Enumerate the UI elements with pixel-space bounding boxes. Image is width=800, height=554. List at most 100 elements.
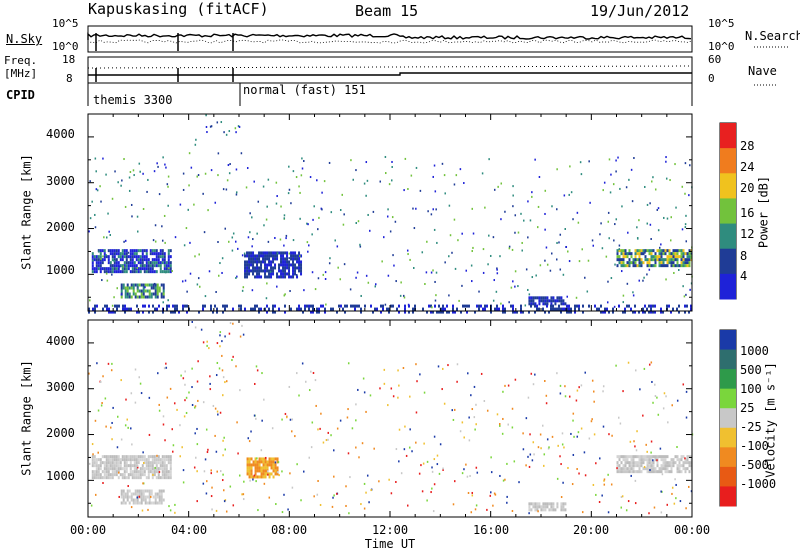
range-gate-cell xyxy=(126,283,129,287)
scatter-point xyxy=(165,166,167,169)
range-gate-cell xyxy=(292,254,295,258)
range-gate-cell xyxy=(107,267,110,271)
scatter-point xyxy=(660,490,662,493)
scatter-point xyxy=(321,208,323,211)
range-gate-cell xyxy=(244,269,247,273)
scatter-point xyxy=(556,477,559,480)
range-gate-cell xyxy=(256,475,259,479)
scatter-point xyxy=(219,345,221,348)
range-gate-cell xyxy=(532,505,535,509)
velocity-colorbar-cell xyxy=(720,330,736,351)
range-gate-cell xyxy=(278,251,281,255)
vel-cbar-tick-m1000: -1000 xyxy=(740,477,777,491)
range-gate-cell xyxy=(129,473,132,477)
scatter-point xyxy=(457,239,459,242)
scatter-point xyxy=(593,400,595,403)
range-gate-cell xyxy=(298,260,301,264)
scatter-point xyxy=(397,396,399,399)
scatter-point xyxy=(217,152,220,155)
range-gate-cell xyxy=(298,269,301,273)
range-gate-cell xyxy=(105,267,108,271)
scatter-point xyxy=(634,502,637,505)
range-gate-cell xyxy=(624,455,627,459)
range-gate-cell xyxy=(678,310,680,314)
power-cbar-label: Power [dB] xyxy=(756,175,771,249)
range-gate-cell xyxy=(97,261,100,265)
scatter-point xyxy=(120,293,123,296)
nave-trace xyxy=(87,65,693,69)
scatter-point xyxy=(193,466,196,469)
scatter-point xyxy=(577,221,580,224)
range-gate-cell xyxy=(145,252,148,256)
scatter-point xyxy=(89,217,92,220)
range-gate-cell xyxy=(640,264,643,268)
range-gate-cell xyxy=(268,472,271,476)
scatter-point xyxy=(502,417,504,420)
range-gate-cell xyxy=(140,492,143,496)
scatter-point xyxy=(281,418,283,421)
scatter-point xyxy=(461,284,463,287)
scatter-point xyxy=(365,161,368,164)
range-gate-cell xyxy=(139,267,142,271)
scatter-point xyxy=(204,295,207,298)
range-gate-cell xyxy=(452,304,454,308)
range-gate-cell xyxy=(94,307,96,311)
range-gate-cell xyxy=(268,251,271,255)
scatter-point xyxy=(654,259,656,262)
range-gate-cell xyxy=(628,249,631,253)
scatter-point xyxy=(303,289,305,292)
scatter-point xyxy=(199,285,201,288)
scatter-point xyxy=(313,495,315,498)
range-gate-cell xyxy=(638,455,641,459)
range-gate-cell xyxy=(646,258,649,262)
scatter-point xyxy=(267,240,270,243)
range-gate-cell xyxy=(276,460,279,464)
range-gate-cell xyxy=(115,261,118,265)
scatter-point xyxy=(523,219,525,222)
range-gate-cell xyxy=(111,476,114,480)
power-ytick-4000: 4000 xyxy=(46,127,75,141)
velocity-heatmap xyxy=(88,320,694,515)
range-gate-cell xyxy=(638,255,641,259)
range-gate-cell xyxy=(650,255,653,259)
scatter-point xyxy=(128,176,131,179)
scatter-point xyxy=(391,160,393,163)
range-gate-cell xyxy=(256,466,259,470)
range-gate-cell xyxy=(642,310,644,314)
scatter-point xyxy=(120,184,122,187)
scatter-point xyxy=(228,240,230,243)
scatter-point xyxy=(88,372,90,375)
scatter-point xyxy=(140,392,143,395)
range-gate-cell xyxy=(147,267,150,271)
scatter-point xyxy=(137,466,139,469)
range-gate-cell xyxy=(264,475,267,479)
scatter-point xyxy=(251,289,254,292)
range-gate-cell xyxy=(676,252,679,256)
scatter-point xyxy=(527,200,529,203)
range-gate-cell xyxy=(276,272,279,276)
scatter-point xyxy=(511,509,514,512)
scatter-point xyxy=(671,486,674,489)
range-gate-cell xyxy=(682,455,685,459)
range-gate-cell xyxy=(95,473,98,477)
scatter-point xyxy=(109,234,112,237)
scatter-point xyxy=(188,391,190,394)
range-gate-cell xyxy=(123,264,126,268)
range-gate-cell xyxy=(111,470,114,474)
range-gate-cell xyxy=(150,295,153,299)
scatter-point xyxy=(139,170,141,173)
scatter-point xyxy=(300,499,302,502)
range-gate-cell xyxy=(454,310,456,314)
scatter-point xyxy=(368,501,370,504)
scatter-point xyxy=(678,269,680,272)
range-gate-cell xyxy=(256,272,259,276)
range-gate-cell xyxy=(149,264,152,268)
range-gate-cell xyxy=(93,455,96,459)
range-gate-cell xyxy=(252,460,255,464)
range-gate-cell xyxy=(300,260,303,264)
range-gate-cell xyxy=(131,261,134,265)
range-gate-cell xyxy=(133,455,136,459)
range-gate-cell xyxy=(130,286,133,290)
range-gate-cell xyxy=(166,307,168,311)
scatter-point xyxy=(256,232,258,235)
